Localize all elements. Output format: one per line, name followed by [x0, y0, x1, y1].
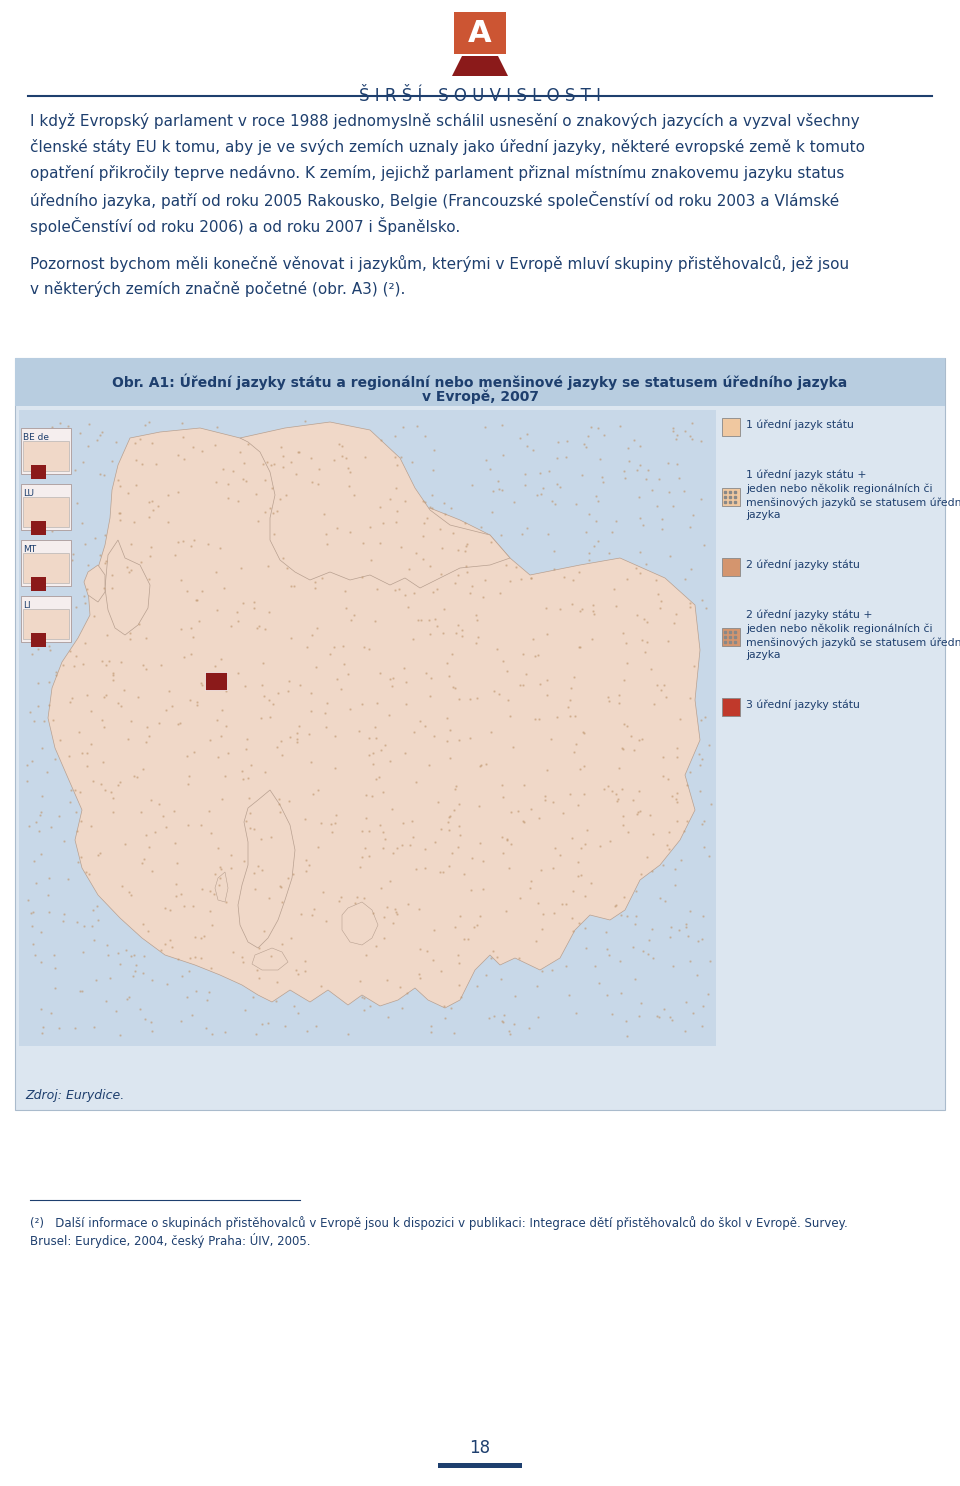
- Text: (²)   Další informace o skupinách přistěhovalců v Evropě jsou k dispozici v publ: (²) Další informace o skupinách přistěho…: [30, 1216, 848, 1230]
- Text: členské státy EU k tomu, aby je ve svých zemích uznaly jako úřední jazyky, někte: členské státy EU k tomu, aby je ve svých…: [30, 140, 865, 155]
- FancyBboxPatch shape: [722, 418, 740, 435]
- Polygon shape: [48, 428, 700, 1008]
- FancyBboxPatch shape: [31, 465, 46, 478]
- FancyBboxPatch shape: [15, 358, 945, 406]
- Text: Brusel: Eurydice, 2004, český Praha: ÚIV, 2005.: Brusel: Eurydice, 2004, český Praha: ÚIV…: [30, 1233, 310, 1248]
- Text: 1 úřední jazyk státu: 1 úřední jazyk státu: [746, 419, 853, 431]
- Text: Š I R Š Í   S O U V I S L O S T I: Š I R Š Í S O U V I S L O S T I: [359, 88, 601, 106]
- Polygon shape: [252, 948, 288, 970]
- FancyBboxPatch shape: [21, 596, 71, 642]
- FancyBboxPatch shape: [21, 484, 71, 531]
- Text: LU: LU: [23, 489, 34, 498]
- FancyBboxPatch shape: [19, 410, 716, 1046]
- FancyBboxPatch shape: [21, 539, 71, 585]
- FancyBboxPatch shape: [722, 487, 740, 507]
- Text: spoleČenstíví od roku 2006) a od roku 2007 i Španělsko.: spoleČenstíví od roku 2006) a od roku 20…: [30, 217, 460, 235]
- Polygon shape: [205, 672, 227, 690]
- FancyBboxPatch shape: [454, 12, 506, 53]
- FancyBboxPatch shape: [23, 441, 69, 471]
- Text: v některých zemích značně početné (obr. A3) (²).: v některých zemích značně početné (obr. …: [30, 281, 405, 297]
- Polygon shape: [452, 56, 508, 76]
- Text: Obr. A1: Úřední jazyky státu a regionální nebo menšinové jazyky se statusem úřed: Obr. A1: Úřední jazyky státu a regionáln…: [112, 374, 848, 391]
- Text: 18: 18: [469, 1438, 491, 1456]
- FancyBboxPatch shape: [722, 629, 740, 646]
- Text: 3 úřední jazyky státu: 3 úřední jazyky státu: [746, 700, 860, 710]
- Polygon shape: [238, 791, 295, 948]
- Text: Zdroj: Eurydice.: Zdroj: Eurydice.: [25, 1089, 124, 1103]
- Text: LI: LI: [23, 600, 31, 609]
- FancyBboxPatch shape: [31, 633, 46, 646]
- Text: opatření přikročily teprve nedávno. K zemím, jejichž parlament přiznal místnímu : opatření přikročily teprve nedávno. K ze…: [30, 165, 845, 181]
- Polygon shape: [84, 565, 105, 602]
- FancyBboxPatch shape: [15, 358, 945, 1110]
- Polygon shape: [240, 422, 510, 588]
- Text: MT: MT: [23, 545, 36, 554]
- Polygon shape: [105, 539, 150, 635]
- FancyBboxPatch shape: [23, 553, 69, 583]
- FancyBboxPatch shape: [722, 559, 740, 577]
- Text: úředního jazyka, patří od roku 2005 Rakousko, Belgie (Francouzské spoleČenstíví : úředního jazyka, patří od roku 2005 Rako…: [30, 192, 839, 210]
- Text: A: A: [468, 19, 492, 49]
- Text: 2 úřední jazyky státu +
jeden nebo několik regionálních či
menšinových jazyků se: 2 úřední jazyky státu + jeden nebo někol…: [746, 609, 960, 660]
- Text: 2 úřední jazyky státu: 2 úřední jazyky státu: [746, 560, 860, 571]
- Polygon shape: [342, 902, 378, 945]
- FancyBboxPatch shape: [438, 1464, 522, 1468]
- Text: BE de: BE de: [23, 432, 49, 441]
- FancyBboxPatch shape: [23, 609, 69, 639]
- Text: 1 úřední jazyk státu +
jeden nebo několik regionálních či
menšinových jazyků se : 1 úřední jazyk státu + jeden nebo několi…: [746, 470, 960, 520]
- Polygon shape: [215, 872, 228, 902]
- FancyBboxPatch shape: [23, 496, 69, 528]
- Text: Pozornost bychom měli konečně věnovat i jazykům, kterými v Evropě mluví skupiny : Pozornost bychom měli konečně věnovat i …: [30, 256, 850, 272]
- Text: I když Evropský parlament v roce 1988 jednomyslně schálil usnesění o znakových j: I když Evropský parlament v roce 1988 je…: [30, 113, 859, 129]
- FancyBboxPatch shape: [31, 522, 46, 535]
- Text: v Evropě, 2007: v Evropě, 2007: [421, 389, 539, 404]
- FancyBboxPatch shape: [21, 428, 71, 474]
- FancyBboxPatch shape: [31, 577, 46, 591]
- FancyBboxPatch shape: [722, 698, 740, 716]
